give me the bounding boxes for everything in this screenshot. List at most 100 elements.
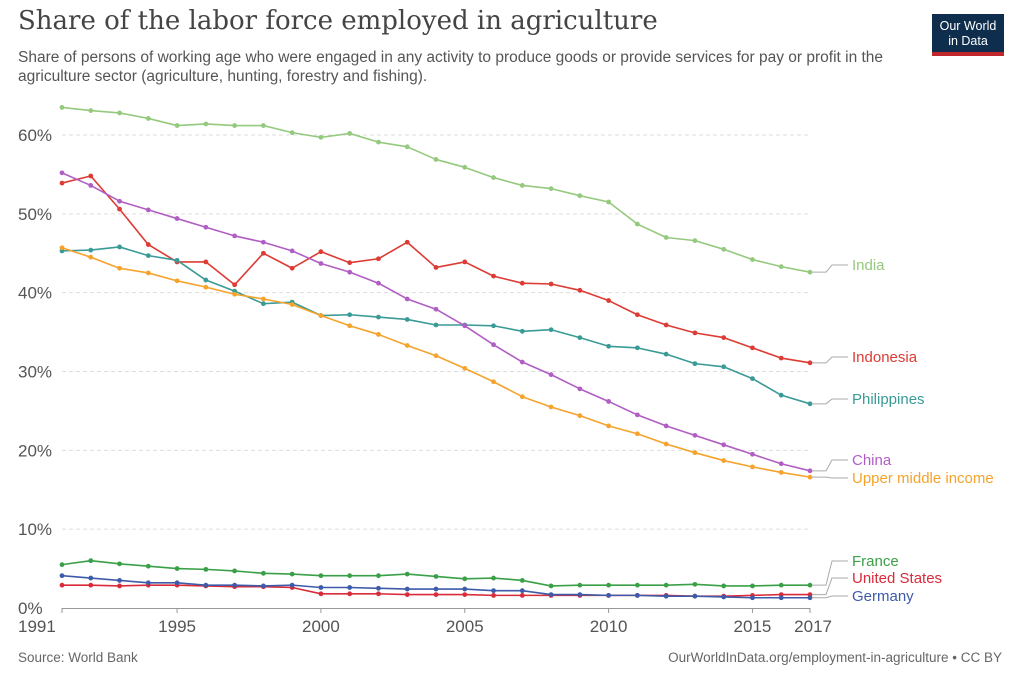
data-point-philippines-2011 <box>634 345 640 351</box>
data-point-germany-2015 <box>750 595 755 601</box>
data-point-france-2015 <box>750 583 755 589</box>
series-label-indonesia: Indonesia <box>852 349 918 366</box>
data-point-germany-2002 <box>376 585 381 591</box>
data-point-india-2004 <box>433 157 439 162</box>
data-point-china-1997 <box>232 233 238 239</box>
data-point-indonesia-2003 <box>404 239 410 245</box>
data-point-philippines-2016 <box>778 392 784 398</box>
data-point-india-1994 <box>145 116 151 121</box>
data-point-china-2005 <box>462 323 468 329</box>
data-point-philippines-2008 <box>548 327 554 333</box>
label-connector-indonesia <box>812 356 848 364</box>
chart-title: Share of the labor force employed in agr… <box>18 6 658 36</box>
y-tick-label-30: 30% <box>18 363 52 382</box>
data-point-france-1994 <box>145 563 151 569</box>
y-tick-label-10: 10% <box>18 520 52 539</box>
data-point-china-1993 <box>117 198 122 204</box>
data-point-upper-middle-income-1992 <box>88 254 94 260</box>
data-point-china-1999 <box>289 248 295 254</box>
data-point-france-2004 <box>433 574 439 579</box>
data-point-china-1994 <box>145 207 151 213</box>
data-point-china-2003 <box>404 296 410 302</box>
data-point-india-1996 <box>203 121 209 127</box>
data-point-indonesia-1998 <box>260 250 266 256</box>
data-point-india-1991 <box>59 105 65 110</box>
data-point-united-states-2004 <box>433 592 439 597</box>
data-point-india-2006 <box>491 175 496 180</box>
data-point-philippines-2004 <box>433 322 439 328</box>
chart-subtitle: Share of persons of working age who were… <box>18 49 884 85</box>
data-point-france-1997 <box>232 568 238 574</box>
series-line-india <box>61 106 811 273</box>
data-point-indonesia-2012 <box>663 322 669 328</box>
data-point-germany-1992 <box>88 575 94 581</box>
data-point-china-2008 <box>548 372 554 378</box>
data-point-germany-2012 <box>663 593 669 599</box>
data-point-indonesia-2001 <box>347 260 353 266</box>
data-point-china-2006 <box>491 342 496 348</box>
data-point-indonesia-1994 <box>145 242 151 247</box>
data-point-indonesia-2002 <box>376 256 381 262</box>
data-point-india-2011 <box>634 221 640 227</box>
data-point-france-1991 <box>59 562 65 568</box>
data-point-upper-middle-income-2010 <box>606 423 612 429</box>
y-tick-label-40: 40% <box>18 284 52 303</box>
series-label-united-states: United States <box>852 570 942 587</box>
data-point-upper-middle-income-2017 <box>807 474 813 480</box>
data-point-upper-middle-income-1994 <box>145 270 151 276</box>
data-point-india-2007 <box>519 183 525 188</box>
data-point-france-2014 <box>721 583 727 589</box>
series-label-france: France <box>852 553 899 570</box>
data-point-india-2001 <box>347 131 353 136</box>
data-point-philippines-2015 <box>750 376 755 381</box>
x-tick-label-1991: 1991 <box>18 617 56 636</box>
data-point-indonesia-2004 <box>433 265 439 270</box>
data-point-china-2014 <box>721 442 727 448</box>
data-point-india-2017 <box>807 269 813 275</box>
y-tick-label-50: 50% <box>18 205 52 224</box>
data-point-germany-2006 <box>491 588 496 594</box>
data-point-philippines-2001 <box>347 312 353 318</box>
owid-logo[interactable]: Our World in Data <box>932 14 1004 56</box>
credit-link[interactable]: OurWorldInData.org/employment-in-agricul… <box>668 650 1002 665</box>
data-point-upper-middle-income-1999 <box>289 302 295 307</box>
data-point-united-states-2005 <box>462 592 468 597</box>
data-point-france-2005 <box>462 576 468 582</box>
data-point-china-2000 <box>318 261 324 266</box>
data-point-philippines-2012 <box>663 351 669 357</box>
label-connector-china <box>812 459 848 472</box>
data-point-germany-2014 <box>721 594 727 600</box>
data-point-upper-middle-income-2001 <box>347 323 353 329</box>
data-point-germany-1997 <box>232 582 238 588</box>
data-point-germany-2017 <box>807 595 813 601</box>
data-point-indonesia-2017 <box>807 360 813 366</box>
data-point-china-2012 <box>663 423 669 429</box>
data-point-china-2017 <box>807 468 813 474</box>
data-point-china-2013 <box>692 432 698 438</box>
data-point-china-2004 <box>433 306 439 312</box>
data-point-china-1995 <box>174 216 180 221</box>
data-point-indonesia-1991 <box>59 180 65 186</box>
data-point-united-states-2000 <box>318 591 324 597</box>
data-point-india-1993 <box>117 110 122 116</box>
data-point-france-2010 <box>606 582 612 588</box>
data-point-indonesia-2005 <box>462 259 468 265</box>
data-point-upper-middle-income-2003 <box>404 343 410 348</box>
data-point-philippines-2009 <box>577 335 583 341</box>
data-point-upper-middle-income-2016 <box>778 470 784 475</box>
data-point-upper-middle-income-2000 <box>318 313 324 318</box>
data-point-upper-middle-income-2013 <box>692 450 698 456</box>
data-point-china-2002 <box>376 280 381 286</box>
data-point-germany-2001 <box>347 585 353 590</box>
data-point-france-2006 <box>491 575 496 581</box>
data-point-china-2016 <box>778 461 784 467</box>
data-point-indonesia-2010 <box>606 298 612 303</box>
data-point-upper-middle-income-2005 <box>462 365 468 371</box>
series-label-china: China <box>852 452 892 469</box>
data-point-france-1998 <box>260 570 266 576</box>
data-point-upper-middle-income-1995 <box>174 278 180 284</box>
data-point-france-2013 <box>692 581 698 587</box>
data-point-germany-1991 <box>59 573 65 579</box>
data-point-philippines-2017 <box>807 401 813 407</box>
label-connector-united-states <box>812 577 848 596</box>
